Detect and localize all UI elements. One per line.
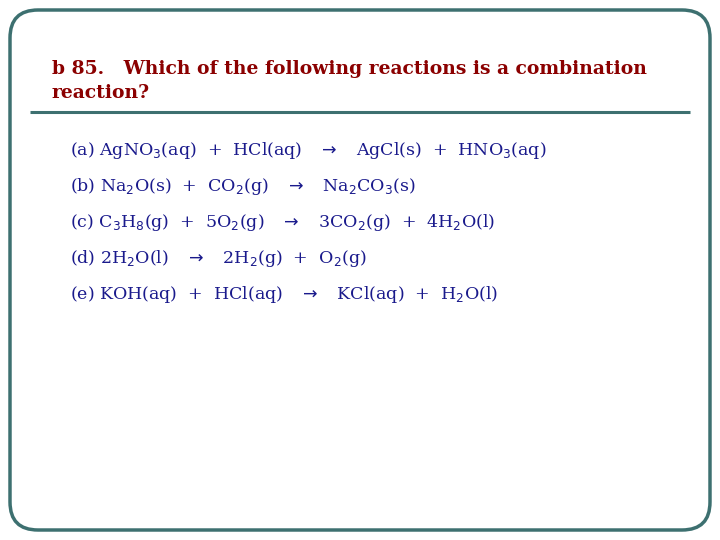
Text: (d) 2H$_{2}$O(l)   $\rightarrow$   2H$_{2}$(g)  +  O$_{2}$(g): (d) 2H$_{2}$O(l) $\rightarrow$ 2H$_{2}$(… xyxy=(70,248,366,269)
Text: (b) Na$_{2}$O(s)  +  CO$_{2}$(g)   $\rightarrow$   Na$_{2}$CO$_{3}$(s): (b) Na$_{2}$O(s) + CO$_{2}$(g) $\rightar… xyxy=(70,176,415,197)
Text: b 85.   Which of the following reactions is a combination: b 85. Which of the following reactions i… xyxy=(52,60,647,78)
Text: (e) KOH(aq)  +  HCl(aq)   $\rightarrow$   KCl(aq)  +  H$_{2}$O(l): (e) KOH(aq) + HCl(aq) $\rightarrow$ KCl(… xyxy=(70,284,498,305)
Text: reaction?: reaction? xyxy=(52,84,150,102)
Text: (c) C$_{3}$H$_{8}$(g)  +  5O$_{2}$(g)   $\rightarrow$   3CO$_{2}$(g)  +  4H$_{2}: (c) C$_{3}$H$_{8}$(g) + 5O$_{2}$(g) $\ri… xyxy=(70,212,495,233)
FancyBboxPatch shape xyxy=(10,10,710,530)
Text: (a) AgNO$_{3}$(aq)  +  HCl(aq)   $\rightarrow$   AgCl(s)  +  HNO$_{3}$(aq): (a) AgNO$_{3}$(aq) + HCl(aq) $\rightarro… xyxy=(70,140,546,161)
